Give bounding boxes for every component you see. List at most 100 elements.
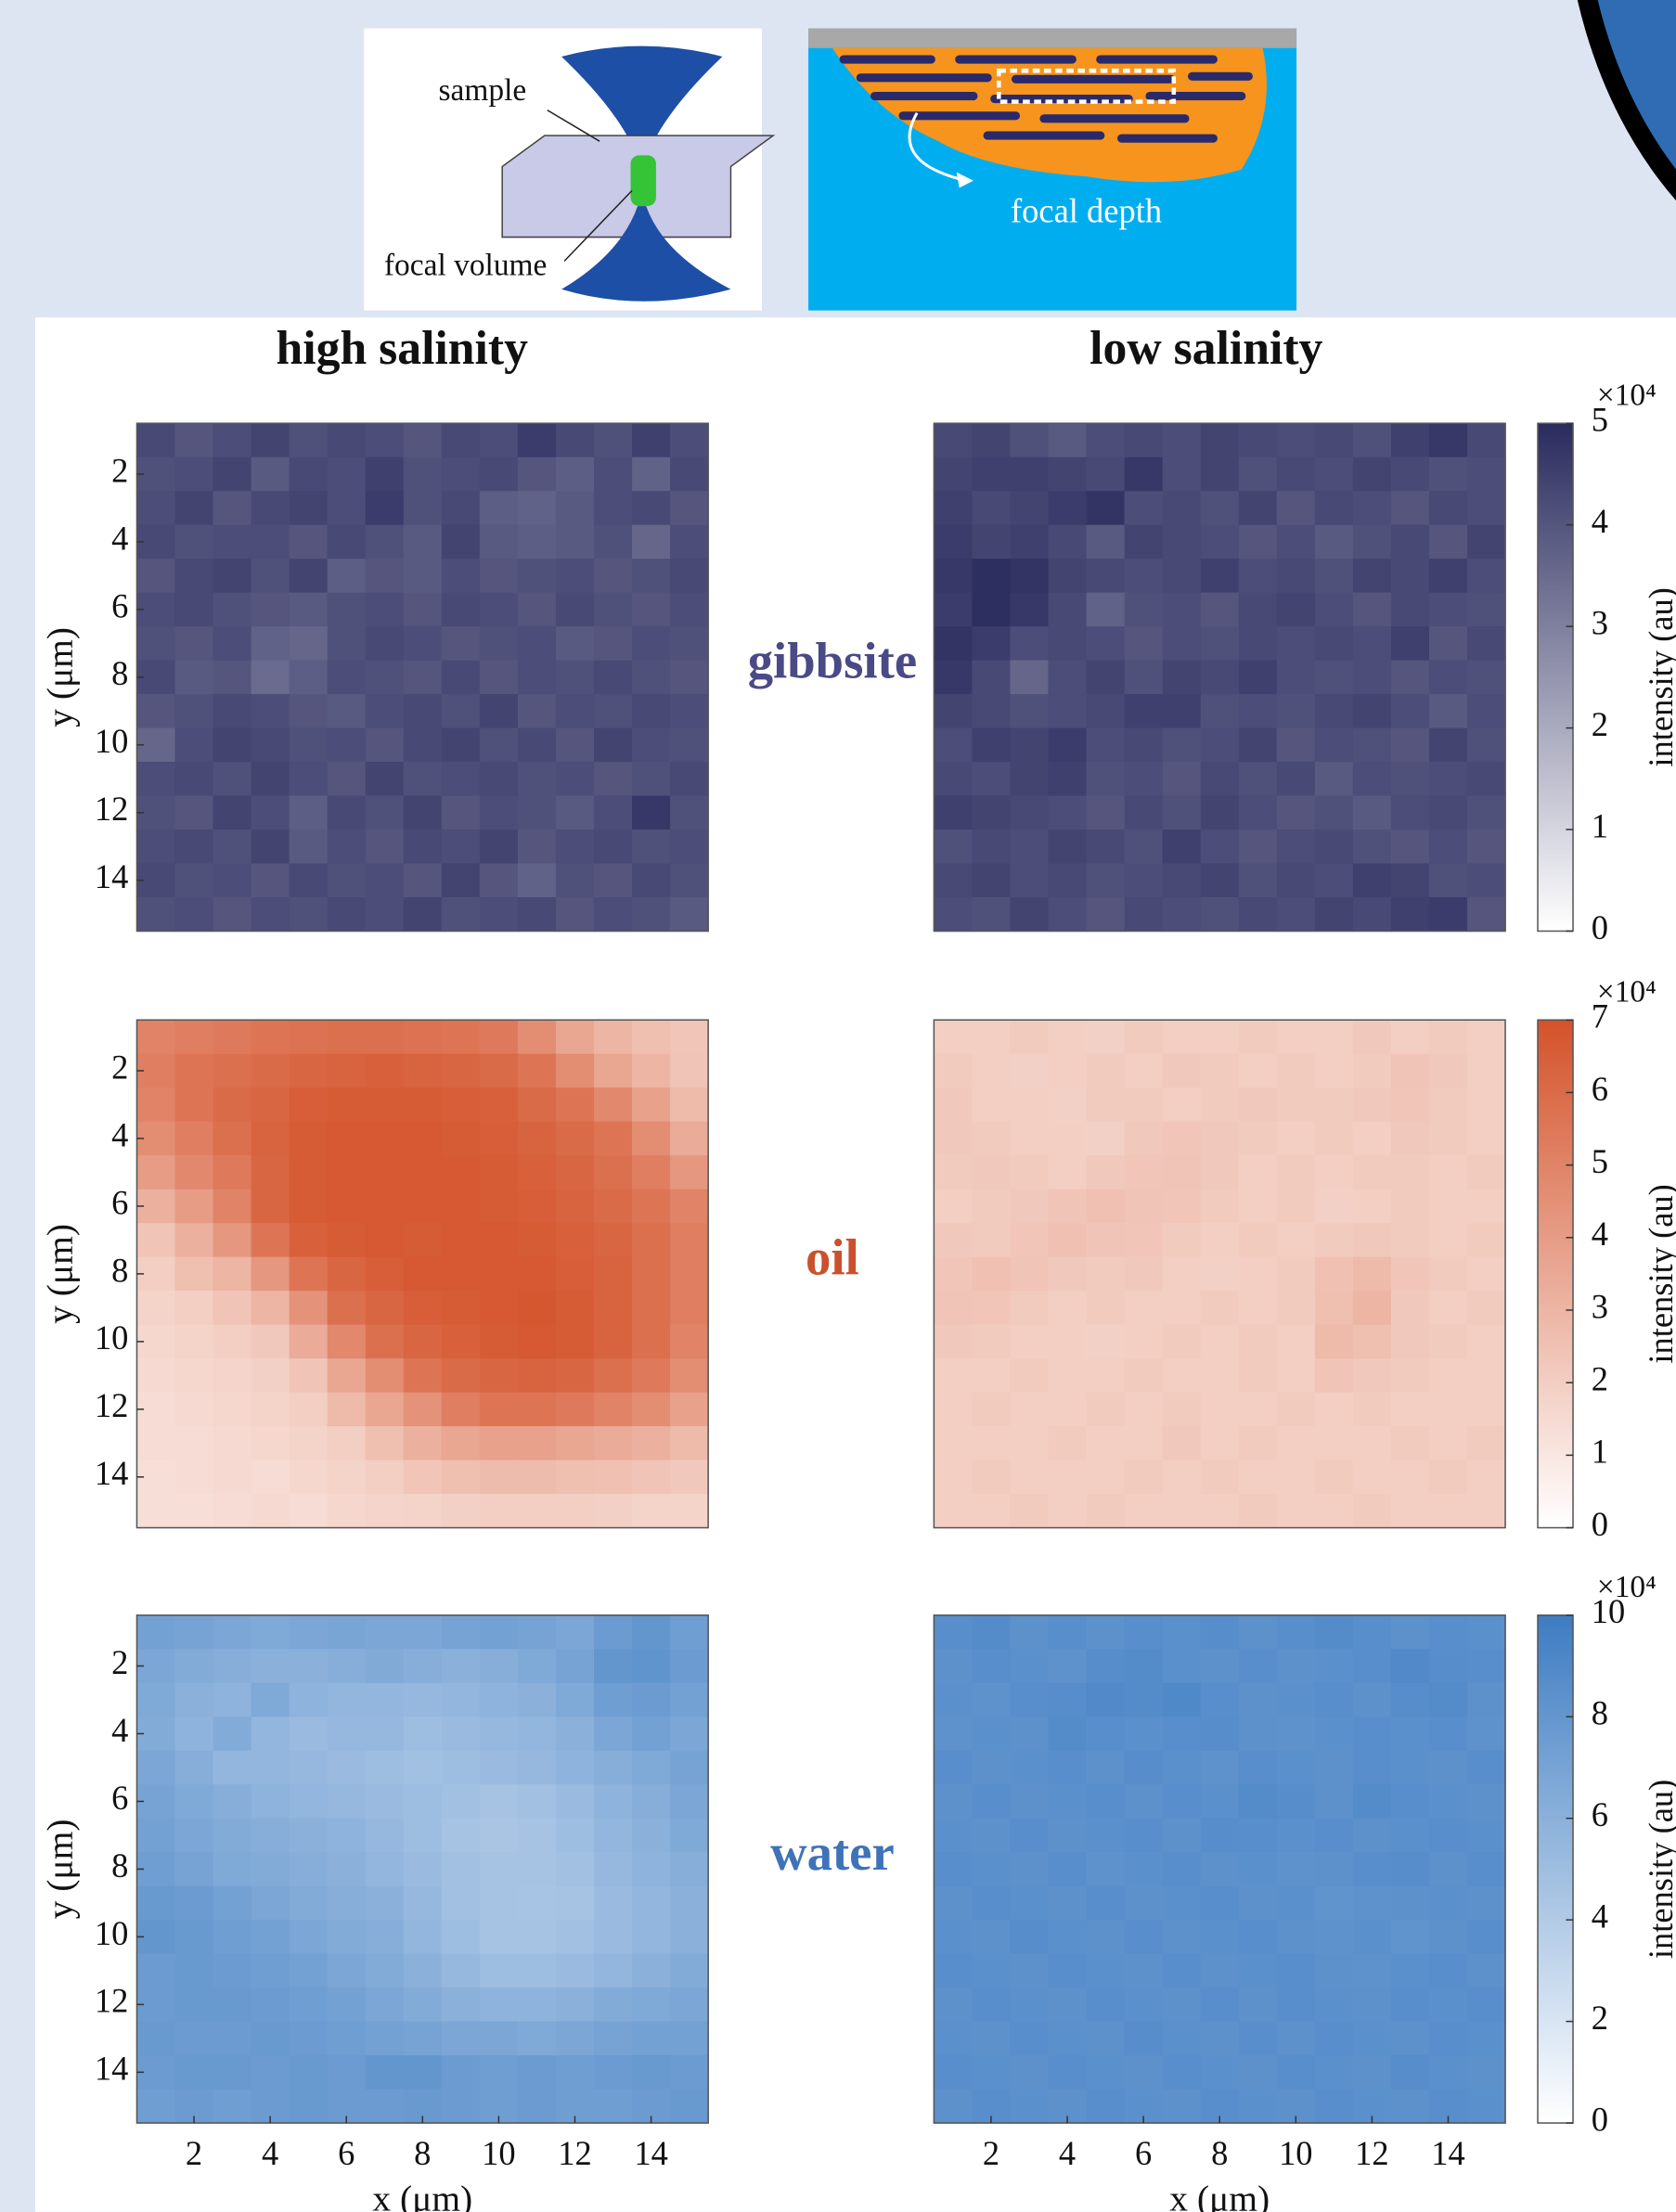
heatmap-cell	[479, 592, 519, 627]
heatmap-cell	[289, 1392, 329, 1427]
heatmap-cell	[327, 592, 367, 627]
heatmap-cell	[1428, 1953, 1468, 1988]
heatmap-cell	[632, 795, 671, 830]
heatmap-cell	[1428, 1987, 1468, 2023]
heatmap-cell	[632, 1324, 671, 1359]
heatmap-cell	[251, 1494, 290, 1529]
heatmap-cell	[555, 1426, 595, 1461]
heatmap-cell	[1048, 2055, 1088, 2090]
heatmap-cell	[1390, 2021, 1430, 2056]
heatmap-cell	[555, 626, 595, 662]
heatmap-cell	[517, 1121, 557, 1156]
colorbar-label: intensity (au)	[1642, 587, 1676, 766]
heatmap-cell	[365, 559, 405, 594]
colorbar-tick-label: 4	[1592, 1215, 1608, 1253]
heatmap-cell	[1390, 2055, 1430, 2090]
heatmap-cell	[1124, 1784, 1164, 1820]
heatmap-cell	[555, 1256, 595, 1292]
heatmap-cell	[1086, 1750, 1126, 1785]
heatmap-cell	[213, 660, 252, 695]
heatmap-cell	[555, 1818, 595, 1853]
heatmap-cell	[1086, 559, 1126, 594]
heatmap-cell	[972, 762, 1012, 797]
heatmap-cell	[972, 592, 1012, 627]
heatmap-cell	[1390, 491, 1430, 526]
heatmap-cell	[972, 423, 1012, 458]
heatmap-cell	[289, 457, 329, 492]
heatmap-cell	[1276, 1155, 1316, 1190]
heatmap-cell	[1428, 1426, 1468, 1461]
heatmap-cell	[1352, 660, 1392, 695]
heatmap-cell	[1238, 1460, 1278, 1495]
heatmap-cell	[1467, 1053, 1506, 1088]
heatmap-cell	[1010, 457, 1050, 492]
heatmap-cell	[1352, 1189, 1392, 1224]
heatmap-cell	[1162, 660, 1202, 695]
heatmap-cell	[1124, 1223, 1164, 1258]
heatmap-cell	[251, 1256, 290, 1292]
heatmap-cell	[1467, 559, 1506, 594]
heatmap-cell	[1048, 423, 1088, 458]
heatmap-cell	[441, 660, 481, 695]
heatmap-cell	[251, 1223, 290, 1258]
heatmap-cell	[934, 1953, 973, 1988]
x-tick-label: 8	[1211, 2134, 1228, 2172]
heatmap-cell	[174, 1750, 214, 1785]
heatmap-cell	[289, 2021, 329, 2056]
heatmap-cell	[289, 1649, 329, 1684]
heatmap-cell	[1086, 1155, 1126, 1190]
heatmap-cell	[213, 1460, 252, 1495]
heatmap-cell	[1467, 2055, 1506, 2090]
heatmap-cell	[1352, 1324, 1392, 1359]
heatmap-cell	[1352, 1256, 1392, 1292]
heatmap-cell	[441, 897, 481, 932]
heatmap-cell	[1124, 1358, 1164, 1394]
heatmap-cell	[1352, 897, 1392, 932]
heatmap-cell	[136, 1291, 176, 1326]
heatmap-cell	[365, 795, 405, 830]
heatmap-cell	[441, 1460, 481, 1495]
heatmap-cell	[136, 2089, 176, 2124]
x-tick-label: 4	[1059, 2134, 1076, 2172]
heatmap-cell	[1162, 694, 1202, 729]
heatmap-cell	[441, 727, 481, 763]
heatmap-cell	[972, 1953, 1012, 1988]
y-axis-label: y (μm)	[39, 1224, 80, 1324]
heatmap-cell	[289, 830, 329, 865]
heatmap-cell	[934, 2021, 973, 2056]
heatmap-cell	[1086, 795, 1126, 830]
heatmap-cell	[972, 1987, 1012, 2023]
heatmap-cell	[1428, 1392, 1468, 1427]
heatmap-cell	[479, 1717, 519, 1752]
heatmap-cell	[479, 1155, 519, 1190]
heatmap-cell	[1276, 1324, 1316, 1359]
heatmap-cell	[174, 1852, 214, 1887]
heatmap-cell	[1390, 1121, 1430, 1156]
heatmap-cell	[1200, 897, 1240, 932]
heatmap-cell	[1162, 1324, 1202, 1359]
heatmap-cell	[934, 1649, 973, 1684]
colorbar-tick-label: 3	[1592, 1287, 1608, 1325]
heatmap-cell	[1238, 795, 1278, 830]
heatmap-cell	[441, 1223, 481, 1258]
heatmap-cell	[517, 1920, 557, 1955]
heatmap-cell	[479, 762, 519, 797]
heatmap-cell	[1390, 1852, 1430, 1887]
heatmap-cell	[517, 762, 557, 797]
heatmap-cell	[1124, 457, 1164, 492]
heatmap-cell	[1390, 795, 1430, 830]
heatmap-cell	[632, 1256, 671, 1292]
heatmap-cell	[1276, 1784, 1316, 1820]
arrow-head	[956, 172, 973, 188]
heatmap-cell	[517, 1852, 557, 1887]
heatmap-cell	[1238, 1818, 1278, 1853]
heatmap-cell	[174, 762, 214, 797]
heatmap-cell	[1010, 592, 1050, 627]
heatmap-cell	[327, 897, 367, 932]
heatmap-cell	[251, 795, 290, 830]
heatmap-cell	[1467, 1852, 1506, 1887]
heatmap-cell	[1467, 626, 1506, 662]
heatmap-cell	[1238, 559, 1278, 594]
heatmap-cell	[1352, 1155, 1392, 1190]
heatmap-cell	[972, 2055, 1012, 2090]
